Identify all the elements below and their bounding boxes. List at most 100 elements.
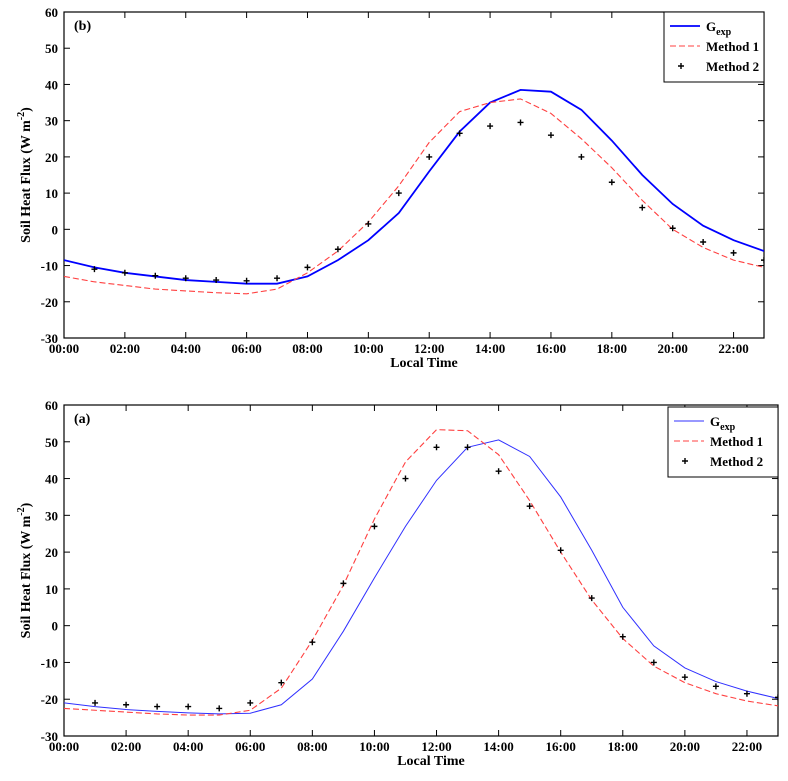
y-tick-label: -10	[41, 259, 58, 274]
series-method-2-point	[775, 694, 778, 701]
legend-box	[667, 406, 779, 478]
panel-label: (b)	[74, 19, 91, 34]
series-method-2-point	[433, 444, 440, 451]
series-method-2-point	[526, 503, 533, 510]
plot-area	[64, 88, 764, 295]
y-tick-label: 60	[45, 5, 58, 20]
series-method-2-point	[743, 690, 750, 697]
series-method-2-point	[669, 225, 676, 232]
series-method-2-point	[588, 595, 595, 602]
y-tick-label: 0	[52, 619, 59, 634]
legend-item-method-1: Method 1	[670, 39, 759, 54]
series-method-2-point	[371, 523, 378, 530]
series-method-2-point	[730, 249, 737, 256]
x-axis-label: Local Time	[390, 356, 458, 371]
plot-frame	[63, 404, 779, 737]
y-tick-label: 50	[45, 41, 58, 56]
series-method-2-point	[152, 272, 159, 279]
y-tick-label: 40	[45, 472, 58, 487]
plot-frame	[63, 11, 765, 339]
y-tick-label: 30	[45, 114, 58, 129]
y-tick-label: 10	[45, 582, 58, 597]
series-method-2-point	[495, 468, 502, 475]
panel-b: -30 -20 -10 0 10 20 30 40 50 60 00:00 02:00 04:00 06:…	[16, 5, 765, 371]
x-tick-label: 20:00	[670, 739, 700, 754]
panel-label: (a)	[74, 412, 91, 427]
x-tick-label: 14:00	[483, 739, 513, 754]
series-method-2-point	[681, 674, 688, 681]
x-tick-label: 22:00	[732, 739, 762, 754]
series-method-2-point	[182, 275, 189, 282]
series-method-2-point	[185, 703, 192, 710]
legend-label: Method 2	[706, 59, 759, 74]
y-tick-label: 50	[45, 435, 58, 450]
legend-marker	[682, 458, 688, 464]
series-method-2-point	[578, 153, 585, 160]
series-method-1-line	[64, 98, 764, 295]
y-tick-label: 20	[45, 545, 58, 560]
x-tick-label: 16:00	[536, 341, 566, 356]
x-tick-label: 12:00	[421, 739, 451, 754]
y-axis-label: Soil Heat Flux (W m-2)	[16, 107, 34, 243]
series-method-2-point	[464, 444, 471, 451]
series-method-2-point	[340, 580, 347, 587]
series-method-2-point	[426, 153, 433, 160]
series-method-2-point	[365, 220, 372, 227]
series-g-exp-line	[64, 439, 778, 715]
x-tick-label: 02:00	[111, 739, 141, 754]
series-method-2-point	[700, 239, 707, 246]
series-method-2-point	[121, 269, 128, 276]
series-method-2-point	[639, 204, 646, 211]
series-method-2-point	[608, 179, 615, 186]
x-tick-label: 18:00	[608, 739, 638, 754]
series-method-2-point	[456, 130, 463, 137]
legend-label: Gexp	[706, 19, 732, 38]
series-method-2-point	[304, 264, 311, 271]
series-method-2-point	[517, 119, 524, 126]
x-axis-label: Local Time	[397, 754, 465, 769]
y-tick-label: -10	[41, 655, 58, 670]
y-tick-label: 10	[45, 186, 58, 201]
legend-item-method-2: Method 2	[682, 454, 763, 469]
series-method-2-point	[213, 277, 220, 284]
series-method-2-point	[247, 699, 254, 706]
y-tick-label: 30	[45, 508, 58, 523]
y-tick-label: 0	[52, 222, 59, 237]
series-method-2-point	[395, 190, 402, 197]
series-method-2-point	[761, 257, 764, 264]
y-axis-label: Soil Heat Flux (W m-2)	[16, 502, 34, 638]
series-method-2-point	[712, 683, 719, 690]
x-tick-label: 14:00	[475, 341, 505, 356]
x-tick-label: 20:00	[658, 341, 688, 356]
series-method-2-point	[619, 633, 626, 640]
y-tick-label: -30	[41, 729, 58, 744]
series-method-1-line	[64, 429, 778, 716]
series-method-2-point	[547, 132, 554, 139]
series-method-2-point	[274, 275, 281, 282]
series-method-2-point	[487, 123, 494, 130]
panel-a: -30 -20 -10 0 10 20 30 40 50 60 00:00 02:00 04:00 06:…	[16, 398, 779, 769]
y-tick-label: 20	[45, 150, 58, 165]
legend-label: Gexp	[710, 414, 736, 433]
series-method-2-point	[650, 659, 657, 666]
legend-item-g: Gexp	[670, 19, 732, 38]
y-tick-label: -30	[41, 331, 58, 346]
series-method-2-point	[309, 639, 316, 646]
series-method-2-point	[557, 547, 564, 554]
legend-label: Method 1	[710, 434, 763, 449]
x-tick-label: 12:00	[414, 341, 444, 356]
plot-area	[64, 429, 778, 716]
x-tick-label: 06:00	[235, 739, 265, 754]
series-method-2-point	[243, 277, 250, 284]
series-method-2-point	[154, 703, 161, 710]
y-tick-label: -20	[41, 692, 58, 707]
x-tick-label: 02:00	[110, 341, 140, 356]
legend-item-g: Gexp	[674, 414, 736, 433]
legend-item-method-2: Method 2	[678, 59, 759, 74]
x-tick-label: 22:00	[718, 341, 748, 356]
x-tick-label: 16:00	[546, 739, 576, 754]
y-tick-label: -20	[41, 295, 58, 310]
